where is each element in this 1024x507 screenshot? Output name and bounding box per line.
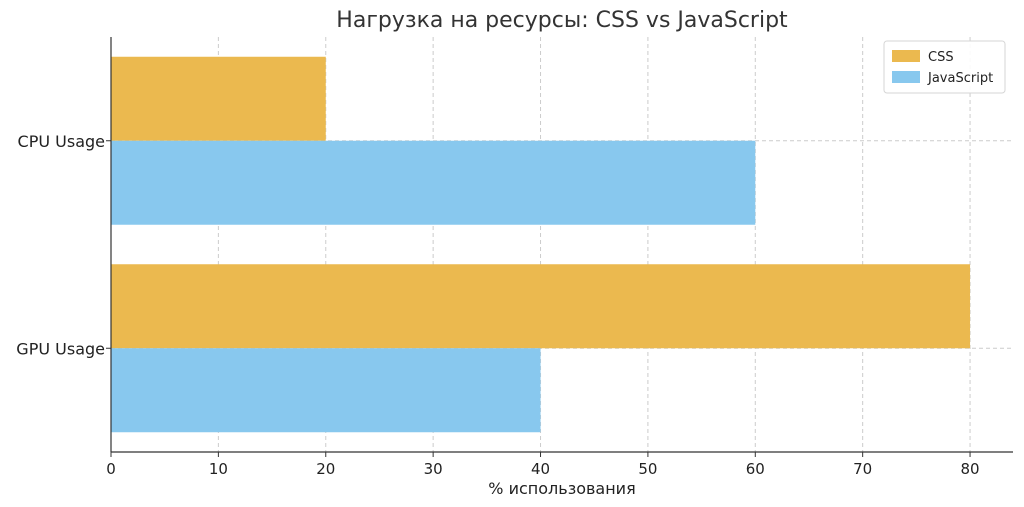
x-tick-label-20: 20 bbox=[316, 460, 335, 478]
x-tick-label-0: 0 bbox=[106, 460, 116, 478]
bars bbox=[111, 56, 971, 433]
bar-css-gpu-usage bbox=[111, 264, 971, 349]
x-tick-label-40: 40 bbox=[531, 460, 550, 478]
x-tick-labels: 0 10 20 30 40 50 60 70 80 bbox=[106, 460, 979, 478]
chart-title: Нагрузка на ресурсы: CSS vs JavaScript bbox=[336, 8, 788, 33]
x-tick-label-60: 60 bbox=[746, 460, 765, 478]
category-label-gpu-usage: GPU Usage bbox=[16, 339, 105, 358]
legend-label-javascript: JavaScript bbox=[927, 71, 993, 86]
x-tick-label-80: 80 bbox=[961, 460, 980, 478]
legend-label-css: CSS bbox=[928, 50, 954, 65]
axes bbox=[106, 37, 1013, 457]
x-tick-label-50: 50 bbox=[638, 460, 657, 478]
x-axis-label: % использования bbox=[488, 479, 635, 498]
category-label-cpu-usage: CPU Usage bbox=[18, 132, 105, 151]
legend-swatch-css bbox=[892, 50, 920, 62]
x-tick-label-30: 30 bbox=[424, 460, 443, 478]
x-tick-label-10: 10 bbox=[209, 460, 228, 478]
bar-javascript-gpu-usage bbox=[111, 348, 541, 433]
legend: CSS JavaScript bbox=[883, 40, 1006, 94]
x-tick-label-70: 70 bbox=[853, 460, 872, 478]
legend-swatch-javascript bbox=[892, 71, 920, 83]
bar-javascript-cpu-usage bbox=[111, 140, 756, 225]
bar-css-cpu-usage bbox=[111, 56, 326, 141]
category-labels: CPU Usage GPU Usage bbox=[16, 132, 105, 359]
